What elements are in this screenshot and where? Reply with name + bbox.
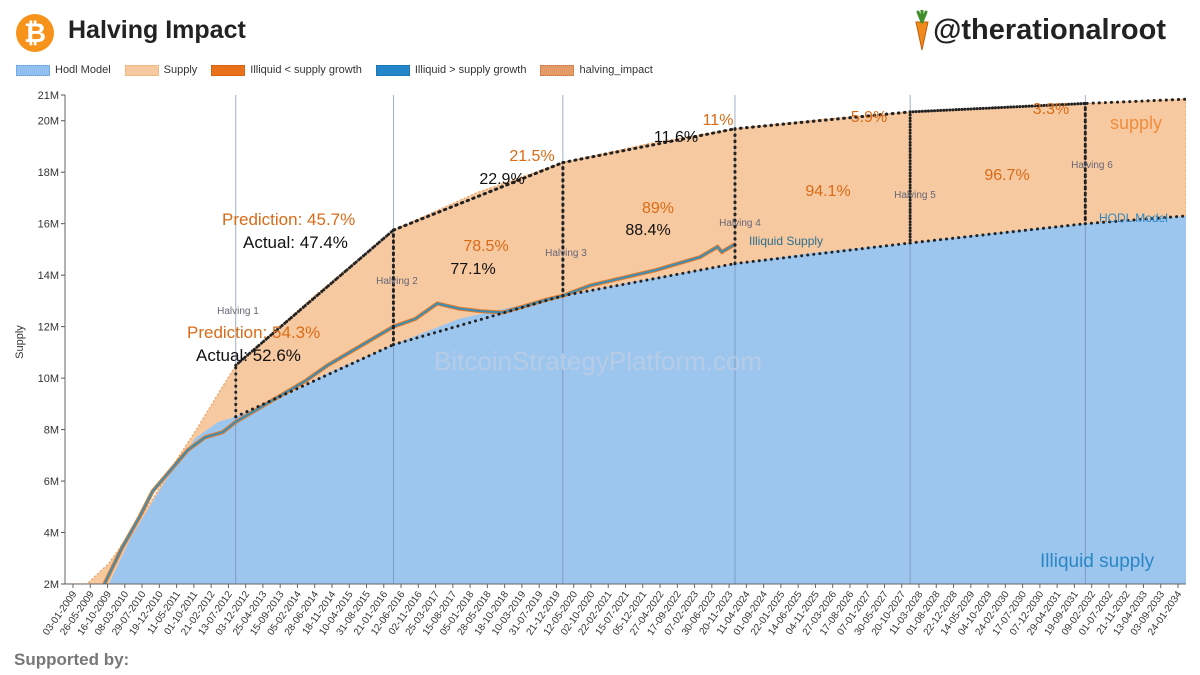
halving-label: Halving 4 [719,218,761,229]
dotted-hodl-line [908,222,1087,245]
dotted-supply-line [391,161,565,232]
watermark-text: BitcoinStrategyPlatform.com [434,346,762,376]
halving-label: Halving 3 [545,248,587,259]
y-tick-label: 8M [44,425,59,437]
legend-item[interactable]: Hodl Model [16,64,111,76]
y-tick-label: 20M [38,116,59,128]
y-tick-label: 21M [38,90,59,102]
legend-label: Supply [163,64,198,76]
carrot-icon [915,10,929,51]
prediction-value: 94.1% [805,183,850,200]
actual-value: 88.4% [625,222,670,239]
illiquid-supply-line [103,243,736,584]
hodl-series-label: HODL Model [1099,211,1168,225]
y-tick-label: 16M [38,219,59,231]
illiquid-area-label: Illiquid supply [1040,551,1155,572]
y-tick-label: 10M [38,373,59,385]
halving-label: Halving 6 [1071,160,1113,171]
legend-item[interactable]: halving_impact [540,64,653,76]
actual-value: 22.9% [479,171,524,188]
actual-label: Actual: 47.4% [243,233,348,252]
dotted-hodl-line [733,241,912,266]
legend-label: Illiquid > supply growth [414,64,527,76]
legend-item[interactable]: Illiquid > supply growth [375,64,527,76]
dotted-supply-line [908,101,1087,114]
halving-impact-chart: BitcoinStrategyPlatform.com 2M 4M 6M 8M 10M 12… [14,90,1186,638]
legend-label: Illiquid < supply growth [250,64,362,76]
legend-item[interactable]: Supply [124,64,198,76]
prediction-value: 78.5% [463,238,508,255]
legend-label: halving_impact [579,64,653,76]
illiquid-series-label: Illiquid Supply [749,234,823,248]
prediction-label: Prediction: 45.7% [222,210,355,229]
hodl-model-area [108,215,1186,584]
prediction-value: 89% [642,200,674,217]
y-tick-label: 6M [44,476,59,488]
dotted-hodl-line [1083,214,1186,226]
page-title: Halving Impact [68,16,246,44]
supply-series-label: supply [1110,113,1162,133]
legend-swatch [375,64,410,76]
dotted-hodl-line [234,343,395,419]
legend-swatch [124,64,159,76]
halving-label: Halving 5 [894,190,936,201]
bitcoin-logo-icon: ₿ [16,14,54,52]
prediction-label: Prediction: 54.3% [187,323,320,342]
author-handle: @therationalroot [933,14,1166,46]
prediction-value: 3.3% [1033,101,1069,118]
chart-legend: Hodl Model Supply Illiquid < supply growth… [16,64,653,76]
halving-label: Halving 2 [376,276,418,287]
actual-value: 11.6% [654,129,698,146]
actual-label: Actual: 52.6% [196,346,301,365]
dotted-hodl-line [561,262,737,298]
prediction-value: 11% [703,112,734,129]
dotted-halving-bracket [234,228,395,419]
prediction-value: 96.7% [984,167,1029,184]
prediction-value: 5.9% [851,109,887,126]
y-tick-label: 14M [38,270,59,282]
legend-swatch [16,64,50,76]
legend-label: Hodl Model [55,64,111,76]
y-axis-title: Supply [14,325,26,359]
y-tick-label: 4M [44,528,59,540]
prediction-value: 21.5% [509,148,554,165]
dotted-supply-line [561,127,737,165]
halving-label: Halving 1 [217,306,259,317]
supported-by-label: Supported by: [14,650,130,669]
plot-area [65,95,1186,584]
legend-item[interactable]: Illiquid < supply growth [211,64,362,76]
dotted-supply-line [733,110,912,131]
actual-value: 77.1% [450,261,495,278]
y-tick-label: 12M [38,322,59,334]
legend-swatch [211,64,246,76]
legend-swatch [540,64,575,76]
y-tick-label: 2M [44,579,59,591]
y-tick-label: 18M [38,167,59,179]
dotted-halving-bracket [908,101,1087,245]
dotted-supply-line [234,228,395,367]
dotted-hodl-line [391,294,565,347]
